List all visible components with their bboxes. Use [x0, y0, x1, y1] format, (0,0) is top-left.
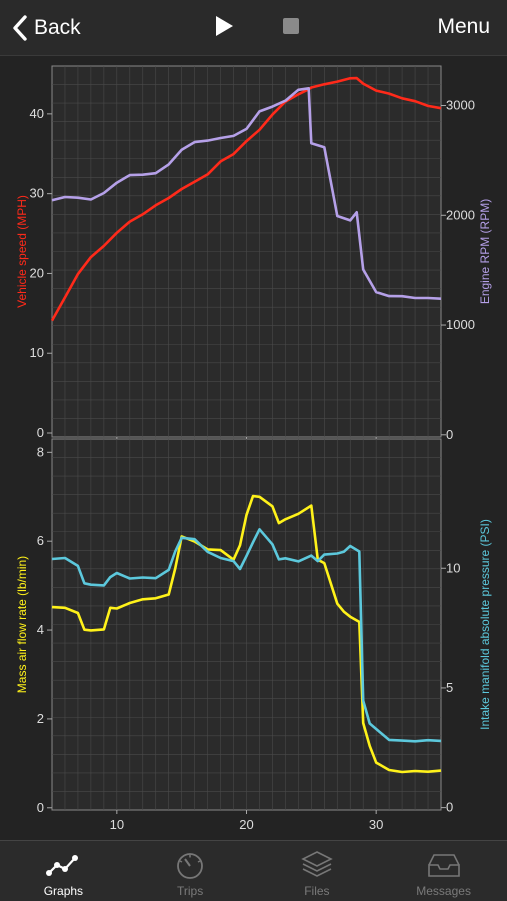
left-tick-label: 0 [37, 425, 44, 440]
chevron-left-icon [13, 15, 27, 41]
right-tick-label: 0 [446, 800, 453, 815]
tab-label: Graphs [43, 884, 84, 898]
menu-button[interactable]: Menu [437, 15, 490, 38]
left-axis-title: Mass air flow rate (lb/min) [15, 556, 29, 693]
inbox-icon [427, 854, 460, 877]
tab-label: Trips [177, 884, 204, 898]
right-tick-label: 3000 [446, 98, 475, 113]
x-tick-label: 20 [239, 817, 253, 832]
left-tick-label: 0 [37, 800, 44, 815]
left-tick-label: 40 [30, 106, 44, 121]
left-tick-label: 8 [37, 444, 44, 459]
stack-icon [301, 851, 333, 877]
series-line-1-1 [51, 527, 442, 743]
tab-trips[interactable]: Trips [127, 841, 254, 901]
stop-icon[interactable] [283, 18, 299, 34]
left-axis-title: Vehicle speed (MPH) [15, 195, 29, 308]
tab-files[interactable]: Files [254, 841, 381, 901]
right-tick-label: 2000 [446, 207, 475, 222]
left-tick-label: 4 [37, 622, 44, 637]
left-tick-label: 2 [37, 711, 44, 726]
x-tick-label: 30 [369, 817, 383, 832]
tab-messages[interactable]: Messages [380, 841, 507, 901]
x-tick-label: 10 [110, 817, 124, 832]
graph-icon [46, 855, 79, 876]
chart-area: 0 10 20 30 40 0 1000 2000 3000 Vehicle speed (MPH… [0, 56, 507, 840]
right-tick-label: 5 [446, 680, 453, 695]
play-icon[interactable] [213, 15, 235, 37]
right-axis-title: Intake manifold absolute pressure (PSI) [478, 519, 492, 730]
left-tick-label: 6 [37, 533, 44, 548]
series-line-1-0 [51, 494, 442, 774]
speedometer-icon [177, 853, 204, 879]
tab-graphs[interactable]: Graphs [0, 841, 127, 901]
left-tick-label: 20 [30, 265, 44, 280]
left-tick-label: 10 [30, 345, 44, 360]
series-line-0-1 [51, 86, 442, 300]
tab-label: Messages [416, 884, 471, 898]
right-tick-label: 0 [446, 427, 453, 442]
series-line-0-0 [50, 76, 442, 322]
right-tick-label: 1000 [446, 317, 475, 332]
top-navbar: Back Menu [0, 0, 507, 56]
tab-label: Files [304, 884, 330, 898]
right-tick-label: 10 [446, 560, 460, 575]
back-button[interactable]: Back [12, 12, 81, 44]
left-tick-label: 30 [30, 186, 44, 201]
back-label: Back [34, 16, 81, 39]
right-axis-title: Engine RPM (RPM) [478, 199, 492, 304]
tab-bar: Graphs Trips Files Messages [0, 840, 507, 901]
